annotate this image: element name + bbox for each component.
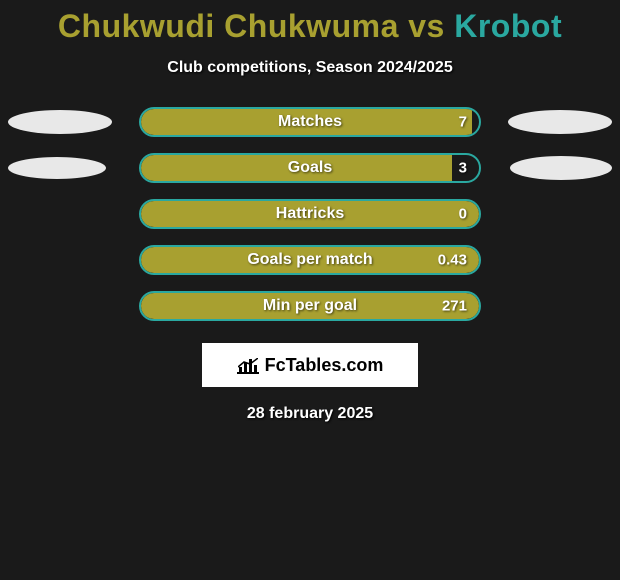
bar-value: 271 bbox=[442, 298, 467, 315]
logo-box[interactable]: FcTables.com bbox=[202, 343, 418, 387]
stat-bar: Goals 3 bbox=[139, 153, 481, 183]
stat-row: Goals per match 0.43 bbox=[0, 245, 620, 275]
bar-label: Goals bbox=[288, 159, 332, 177]
bar-label: Min per goal bbox=[263, 297, 357, 315]
bar-value: 0 bbox=[459, 206, 467, 223]
stat-bar: Min per goal 271 bbox=[139, 291, 481, 321]
player1-name: Chukwudi Chukwuma bbox=[58, 8, 399, 44]
stat-bar: Goals per match 0.43 bbox=[139, 245, 481, 275]
stat-rows: Matches 7 Goals 3 Hattricks 0 Goals per match 0… bbox=[0, 107, 620, 321]
stat-row: Matches 7 bbox=[0, 107, 620, 137]
stat-bar: Hattricks 0 bbox=[139, 199, 481, 229]
infographic-container: Chukwudi Chukwuma vs Krobot Club competi… bbox=[0, 0, 620, 423]
bar-value: 7 bbox=[459, 114, 467, 131]
bar-value: 3 bbox=[459, 160, 467, 177]
right-ellipse bbox=[510, 156, 612, 180]
stat-bar: Matches 7 bbox=[139, 107, 481, 137]
player2-name: Krobot bbox=[454, 8, 562, 44]
subtitle: Club competitions, Season 2024/2025 bbox=[0, 59, 620, 77]
bar-label: Hattricks bbox=[276, 205, 344, 223]
vs-text: vs bbox=[399, 8, 454, 44]
logo-text: FcTables.com bbox=[265, 355, 384, 376]
bar-value: 0.43 bbox=[438, 252, 467, 269]
bar-label: Matches bbox=[278, 113, 342, 131]
stat-row: Goals 3 bbox=[0, 153, 620, 183]
chart-icon bbox=[237, 356, 259, 374]
stat-row: Min per goal 271 bbox=[0, 291, 620, 321]
left-ellipse bbox=[8, 110, 112, 134]
left-ellipse bbox=[8, 157, 106, 179]
stat-row: Hattricks 0 bbox=[0, 199, 620, 229]
right-ellipse bbox=[508, 110, 612, 134]
date-text: 28 february 2025 bbox=[0, 405, 620, 423]
page-title: Chukwudi Chukwuma vs Krobot bbox=[0, 8, 620, 45]
bar-label: Goals per match bbox=[247, 251, 372, 269]
